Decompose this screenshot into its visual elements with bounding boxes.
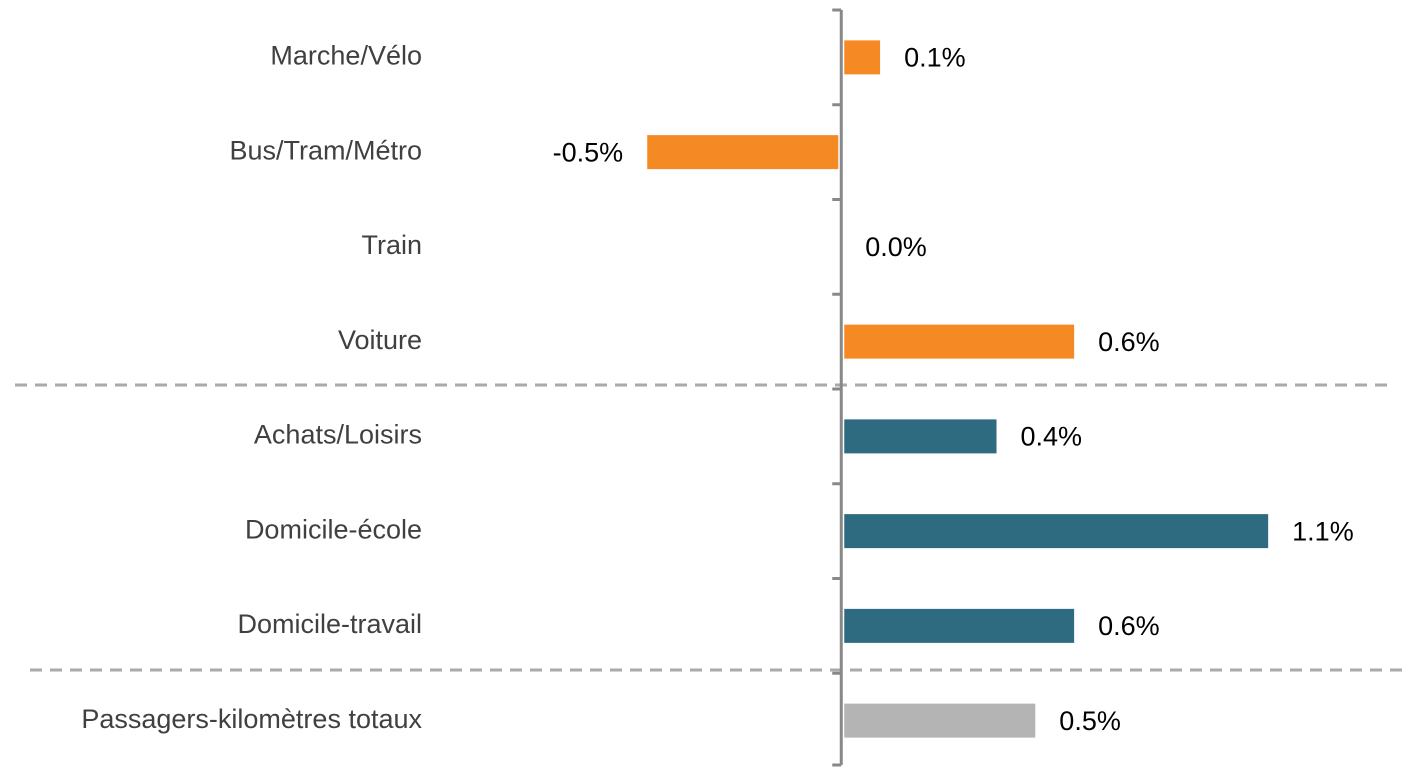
bar: [844, 608, 1075, 643]
bar: [844, 703, 1036, 738]
category-label: Passagers-kilomètres totaux: [81, 704, 422, 734]
value-label: -0.5%: [553, 137, 624, 167]
category-label: Voiture: [338, 325, 422, 355]
value-label: 0.5%: [1059, 706, 1121, 736]
value-label: 0.0%: [865, 232, 927, 262]
category-label: Marche/Vélo: [270, 41, 422, 71]
bar: [647, 135, 839, 170]
value-label: 0.6%: [1098, 611, 1160, 641]
bar: [844, 419, 997, 454]
value-label: 1.1%: [1292, 516, 1354, 546]
bar: [844, 514, 1269, 549]
category-label: Bus/Tram/Métro: [229, 135, 422, 165]
category-label: Domicile-école: [245, 514, 422, 544]
category-label: Achats/Loisirs: [254, 420, 422, 450]
bar: [844, 40, 881, 75]
value-label: 0.6%: [1098, 327, 1160, 357]
bar: [844, 324, 1075, 359]
value-label: 0.1%: [904, 43, 966, 73]
category-label: Train: [361, 230, 422, 260]
category-label: Domicile-travail: [237, 609, 422, 639]
value-label: 0.4%: [1021, 422, 1083, 452]
